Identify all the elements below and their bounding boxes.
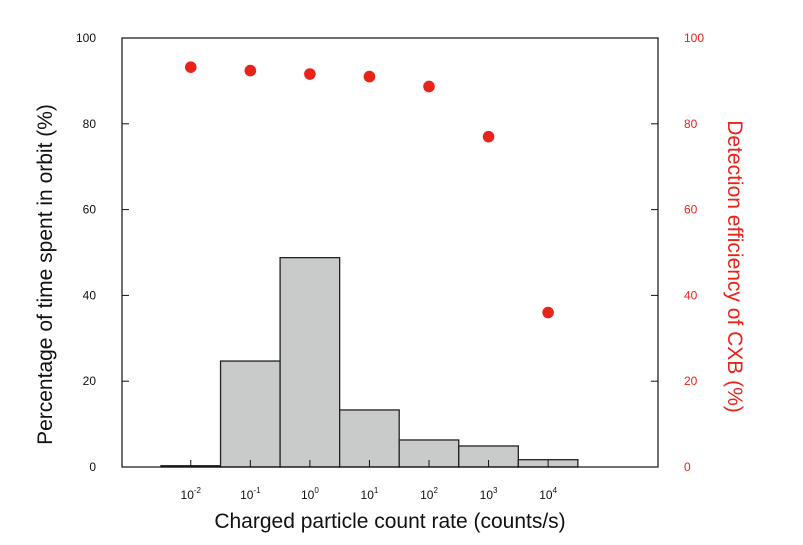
right-y-tick-label: 80 (684, 117, 698, 131)
right-y-tick-label: 100 (684, 31, 704, 45)
x-tick-label: 104 (539, 486, 557, 502)
left-y-tick-label: 40 (83, 288, 97, 302)
axis-ticks (122, 37, 658, 468)
efficiency-point (423, 80, 435, 93)
x-axis-label: Charged particle count rate (counts/s) (214, 510, 565, 533)
left-y-tick-label: 80 (83, 117, 97, 131)
efficiency-point (184, 61, 197, 73)
efficiency-point (363, 70, 376, 83)
efficiency-point (304, 68, 316, 80)
efficiency-point (482, 130, 495, 143)
histogram-bars (160, 256, 579, 468)
histogram-bar (279, 256, 341, 468)
left-y-tick-label: 100 (76, 31, 96, 45)
histogram-bar (339, 409, 400, 468)
left-y-tick-label: 20 (83, 374, 97, 388)
right-y-tick-label: 0 (684, 460, 691, 474)
x-tick-label: 10-2 (181, 486, 202, 502)
x-tick-label: 103 (480, 486, 498, 502)
x-tick-labels: 10-2 10-1 100 101 102 103 104 (181, 486, 558, 502)
efficiency-point (244, 64, 257, 77)
x-tick-label: 102 (420, 486, 438, 502)
plot-frame (121, 37, 659, 468)
right-y-tick-label: 40 (684, 288, 698, 302)
right-y-tick-labels: 0 20 40 60 80 100 (684, 31, 704, 474)
x-tick-label: 100 (301, 486, 319, 502)
efficiency-points (184, 61, 554, 319)
histogram-bar (219, 360, 281, 468)
right-y-tick-label: 60 (684, 203, 698, 217)
left-y-tick-label: 60 (83, 203, 97, 217)
x-tick-label: 10-1 (240, 486, 261, 502)
efficiency-point (542, 306, 554, 319)
right-y-axis-label: Detection efficiency of CXB (%) (723, 120, 746, 413)
left-y-tick-labels: 0 20 40 60 80 100 (76, 31, 96, 474)
left-y-axis-label: Percentage of time spent in orbit (%) (34, 104, 57, 445)
x-tick-label: 101 (361, 486, 379, 502)
right-y-tick-label: 20 (684, 374, 698, 388)
left-y-tick-label: 0 (89, 460, 96, 474)
